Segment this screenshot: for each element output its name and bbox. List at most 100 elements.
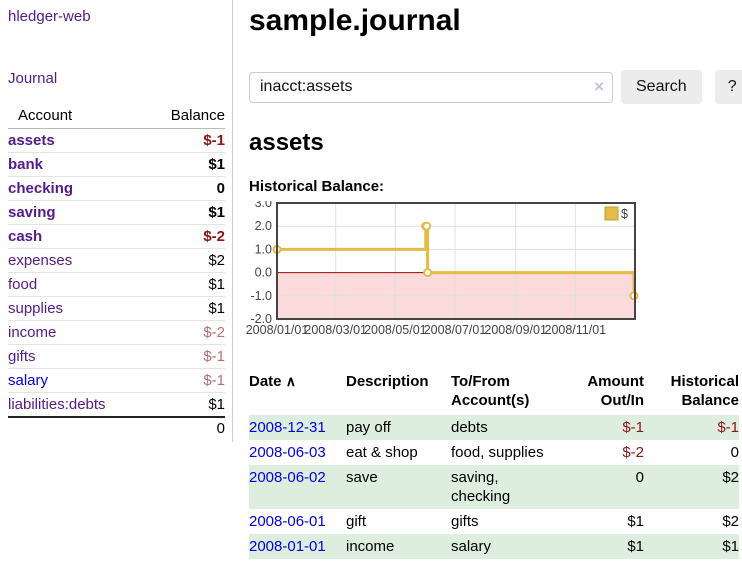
search-button[interactable]: Search <box>621 70 702 104</box>
sidebar: hledger-web Journal Account Balance asse… <box>0 0 233 442</box>
accounts-table: Account Balance assets $-1 bank $1 check… <box>8 104 225 440</box>
transaction-date-link[interactable]: 2008-06-03 <box>249 444 326 461</box>
app-title-link[interactable]: hledger-web <box>8 8 91 25</box>
transaction-accounts: salary <box>451 534 584 559</box>
svg-text:1.0: 1.0 <box>255 242 272 256</box>
account-balance-assets: $-1 <box>147 129 225 153</box>
chart-box: $3.02.01.00.0-1.0-2.02008/01/012008/03/0… <box>242 201 742 345</box>
account-link-bank[interactable]: bank <box>8 156 43 173</box>
account-row-assets: assets $-1 <box>8 129 225 153</box>
transaction-accounts: debts <box>451 415 584 440</box>
register-row: 2008-12-31 pay off debts $-1 $-1 <box>249 415 739 440</box>
account-row-salary: salary $-1 <box>8 369 225 393</box>
account-link-liabilities-debts[interactable]: liabilities:debts <box>8 396 106 413</box>
accounts-total-row: 0 <box>8 417 225 440</box>
app-title: hledger-web <box>8 8 225 25</box>
account-balance-income: $-2 <box>147 321 225 345</box>
chart-label: Historical Balance: <box>249 178 742 195</box>
account-balance-expenses: $2 <box>147 249 225 273</box>
search-input-wrap: × <box>249 72 613 103</box>
register-header-row: Date ∧ Description To/From Account(s) Am… <box>249 370 739 415</box>
transaction-description: gift <box>346 509 451 534</box>
accounts-header-account: Account <box>8 104 147 129</box>
transaction-description: save <box>346 465 451 509</box>
account-heading: assets <box>249 129 742 157</box>
account-link-income[interactable]: income <box>8 324 56 341</box>
account-row-cash: cash $-2 <box>8 225 225 249</box>
register-row: 2008-06-02 save saving, checking 0 $2 <box>249 465 739 509</box>
account-row-checking: checking 0 <box>8 177 225 201</box>
help-button[interactable]: ? <box>715 70 742 104</box>
balance-chart[interactable]: $3.02.01.00.0-1.0-2.02008/01/012008/03/0… <box>242 201 642 341</box>
sort-asc-icon: ∧ <box>286 373 296 389</box>
register-table: Date ∧ Description To/From Account(s) Am… <box>249 370 739 559</box>
account-link-saving[interactable]: saving <box>8 204 56 221</box>
page-title: sample.journal <box>249 4 742 38</box>
svg-text:-1.0: -1.0 <box>250 289 272 303</box>
account-balance-salary: $-1 <box>147 369 225 393</box>
transaction-balance: $2 <box>644 465 739 509</box>
journal-link[interactable]: Journal <box>8 70 57 87</box>
account-balance-food: $1 <box>147 273 225 297</box>
transaction-amount: 0 <box>584 465 644 509</box>
svg-text:2008/01/01: 2008/01/01 <box>246 323 309 337</box>
account-link-food[interactable]: food <box>8 276 37 293</box>
svg-text:2008/03/01: 2008/03/01 <box>304 323 367 337</box>
register-header-balance: Historical Balance <box>644 370 739 415</box>
account-row-supplies: supplies $1 <box>8 297 225 321</box>
register-row: 2008-06-01 gift gifts $1 $2 <box>249 509 739 534</box>
transaction-balance: $1 <box>644 534 739 559</box>
account-link-assets[interactable]: assets <box>8 132 55 149</box>
account-link-supplies[interactable]: supplies <box>8 300 63 317</box>
account-link-gifts[interactable]: gifts <box>8 348 36 365</box>
svg-text:3.0: 3.0 <box>255 201 272 210</box>
account-row-bank: bank $1 <box>8 153 225 177</box>
svg-text:0.0: 0.0 <box>255 266 272 280</box>
transaction-accounts: food, supplies <box>451 440 584 465</box>
accounts-header-balance: Balance <box>147 104 225 129</box>
account-row-income: income $-2 <box>8 321 225 345</box>
svg-text:2008/09/01: 2008/09/01 <box>484 323 547 337</box>
transaction-amount: $1 <box>584 534 644 559</box>
register-header-date[interactable]: Date ∧ <box>249 370 346 415</box>
transaction-balance: $-1 <box>644 415 739 440</box>
account-link-expenses[interactable]: expenses <box>8 252 72 269</box>
account-row-expenses: expenses $2 <box>8 249 225 273</box>
account-row-saving: saving $1 <box>8 201 225 225</box>
search-form: × Search ? <box>249 70 742 104</box>
nav-journal: Journal <box>8 70 225 87</box>
account-row-gifts: gifts $-1 <box>8 345 225 369</box>
accounts-header-row: Account Balance <box>8 104 225 129</box>
svg-text:2008/11/01: 2008/11/01 <box>545 323 607 337</box>
account-balance-saving: $1 <box>147 201 225 225</box>
transaction-amount: $1 <box>584 509 644 534</box>
account-balance-checking: 0 <box>147 177 225 201</box>
account-link-cash[interactable]: cash <box>8 228 42 245</box>
transaction-accounts: saving, checking <box>451 465 584 509</box>
clear-search-icon[interactable]: × <box>594 77 604 97</box>
register-header-description: Description <box>346 370 451 415</box>
account-link-salary[interactable]: salary <box>8 372 48 389</box>
account-row-liabilities-debts: liabilities:debts $1 <box>8 393 225 418</box>
transaction-balance: 0 <box>644 440 739 465</box>
account-balance-supplies: $1 <box>147 297 225 321</box>
transaction-description: eat & shop <box>346 440 451 465</box>
transaction-date-link[interactable]: 2008-06-02 <box>249 469 326 486</box>
account-balance-liabilities-debts: $1 <box>147 393 225 418</box>
transaction-date-link[interactable]: 2008-06-01 <box>249 513 326 530</box>
transaction-amount: $-2 <box>584 440 644 465</box>
transaction-date-link[interactable]: 2008-12-31 <box>249 419 326 436</box>
account-balance-bank: $1 <box>147 153 225 177</box>
svg-text:$: $ <box>621 207 628 221</box>
register-header-amount: Amount Out/In <box>584 370 644 415</box>
account-balance-cash: $-2 <box>147 225 225 249</box>
register-header-accounts: To/From Account(s) <box>451 370 584 415</box>
transaction-amount: $-1 <box>584 415 644 440</box>
transaction-date-link[interactable]: 2008-01-01 <box>249 538 326 555</box>
account-link-checking[interactable]: checking <box>8 180 73 197</box>
svg-text:2008/05/01: 2008/05/01 <box>364 323 427 337</box>
search-input[interactable] <box>249 72 613 103</box>
register-row: 2008-06-03 eat & shop food, supplies $-2… <box>249 440 739 465</box>
svg-text:2008/07/01: 2008/07/01 <box>424 323 487 337</box>
transaction-balance: $2 <box>644 509 739 534</box>
